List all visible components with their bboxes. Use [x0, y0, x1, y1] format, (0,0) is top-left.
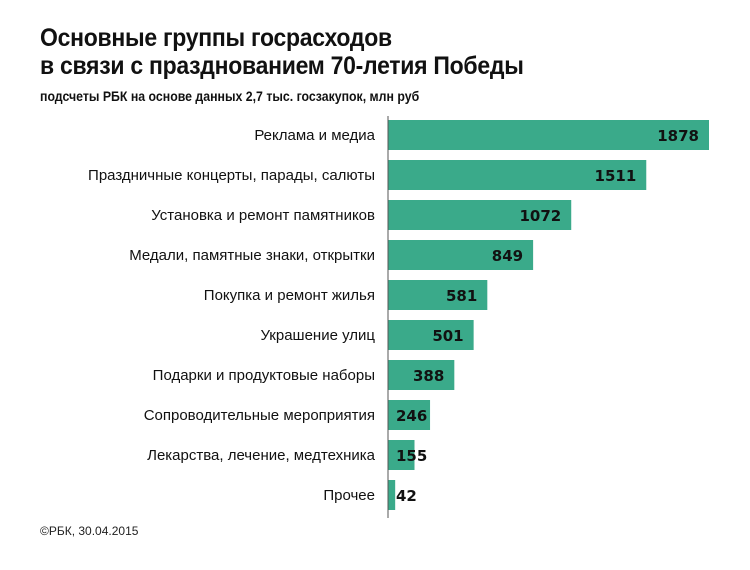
- value-label: 155: [396, 447, 427, 465]
- bar: [388, 360, 455, 390]
- category-label: Украшение улиц: [260, 327, 375, 344]
- value-label: 42: [396, 487, 417, 505]
- bar: [388, 200, 572, 230]
- category-label: Праздничные концерты, парады, салюты: [88, 167, 375, 184]
- chart-subtitle: подсчеты РБК на основе данных 2,7 тыс. г…: [40, 88, 420, 104]
- bar: [388, 400, 431, 430]
- value-label: 246: [396, 407, 427, 425]
- category-label: Покупка и ремонт жилья: [204, 287, 375, 304]
- value-label: 1511: [595, 167, 637, 185]
- bar: [388, 280, 488, 310]
- bar: [388, 440, 415, 470]
- value-label: 1878: [657, 127, 699, 145]
- category-label: Установка и ремонт памятников: [151, 207, 375, 224]
- value-label: 1072: [519, 207, 561, 225]
- chart-title-line-2: в связи с празднованием 70-летия Победы: [40, 52, 524, 80]
- category-label: Реклама и медиа: [254, 127, 375, 144]
- bar: [388, 120, 709, 150]
- bar: [388, 320, 474, 350]
- bar: [388, 240, 534, 270]
- category-label: Медали, памятные знаки, открытки: [129, 247, 375, 264]
- value-label: 581: [446, 287, 477, 305]
- value-label: 501: [432, 327, 463, 345]
- category-label: Лекарства, лечение, медтехника: [147, 447, 376, 464]
- category-label: Сопроводительные мероприятия: [144, 407, 375, 424]
- bar: [388, 480, 396, 510]
- bar: [388, 160, 647, 190]
- value-label: 388: [413, 367, 444, 385]
- value-label: 849: [492, 247, 523, 265]
- category-label: Прочее: [323, 487, 375, 504]
- chart-title-line-1: Основные группы госрасходов: [40, 24, 392, 52]
- category-label: Подарки и продуктовые наборы: [153, 367, 375, 384]
- source-note: ©РБК, 30.04.2015: [40, 524, 139, 538]
